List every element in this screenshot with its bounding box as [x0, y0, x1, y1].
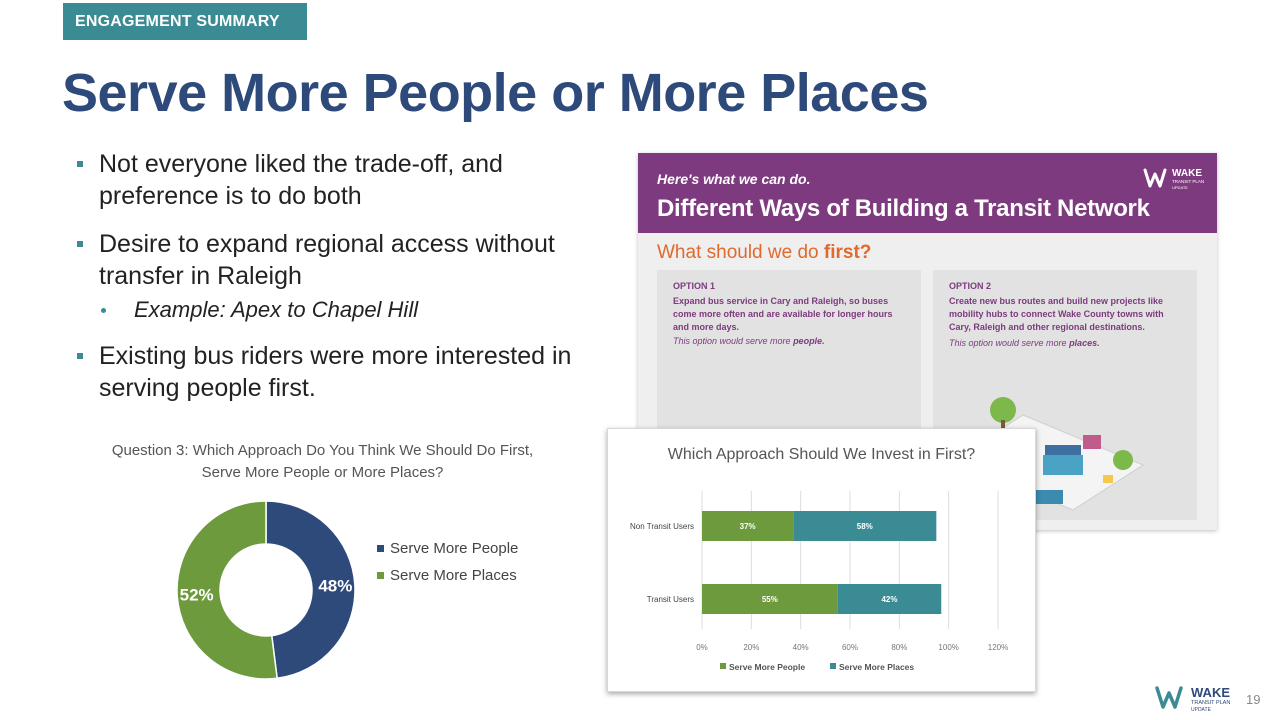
option-1-description: Expand bus service in Cary and Raleigh, …: [673, 296, 893, 332]
flyer-kicker: Here's what we can do.: [657, 171, 811, 187]
footer-logo-sub: TRANSIT PLAN: [1191, 700, 1230, 706]
flyer-header: Here's what we can do. Different Ways of…: [638, 153, 1217, 233]
page-number: 19: [1246, 692, 1261, 707]
donut-slice-places: [176, 500, 278, 680]
bar-label-0-0: 37%: [740, 522, 756, 531]
x-tick-label-20: 20%: [743, 643, 759, 652]
option-1-note-emphasis: people.: [793, 336, 825, 346]
bar-1-0: [702, 584, 838, 614]
bullet-trade-off: Not everyone liked the trade-off, and pr…: [76, 148, 616, 212]
category-label-1: Transit Users: [647, 595, 694, 604]
legend-swatch-people: [377, 545, 384, 552]
flyer-logo-text: WAKE: [1172, 168, 1202, 179]
bar-chart: 0% 20% 40% 60% 80% 100% 120% Non Transit Users 3…: [630, 491, 1008, 672]
bar-0-1: [793, 511, 937, 541]
donut-chart-title: Question 3: Which Approach Do You Think …: [111, 442, 534, 481]
option-2-label: OPTION 2: [949, 281, 992, 291]
bar-label-1-1: 42%: [881, 595, 897, 604]
bar-legend-swatch-1: [830, 663, 836, 669]
bar-legend-label-1: Serve More Places: [839, 662, 914, 672]
x-tick-label-120: 120%: [988, 643, 1008, 652]
flyer-question: What should we do first?: [657, 242, 871, 264]
donut-legend: Serve More People Serve More Places: [377, 535, 518, 589]
legend-label-people: Serve More People: [390, 540, 519, 557]
flyer-question-emphasis: first?: [823, 242, 872, 263]
option-2-note-emphasis: places.: [1069, 338, 1100, 348]
option-1-note: This option would serve more people.: [673, 336, 825, 346]
bullet-regional-access: Desire to expand regional access without…: [76, 228, 616, 292]
legend-swatch-places: [377, 572, 384, 579]
footer-logo-tag: UPDATE: [1191, 707, 1212, 713]
section-tag: ENGAGEMENT SUMMARY: [63, 3, 307, 40]
bar-0-0: [702, 511, 794, 541]
donut-chart: 48% 52%: [176, 500, 356, 680]
slide-title: Serve More People or More Places: [62, 63, 929, 123]
option-1-note-text: This option would serve more: [673, 336, 794, 346]
option-1-label: OPTION 1: [673, 281, 716, 291]
legend-label-places: Serve More Places: [390, 567, 517, 584]
option-2-note-text: This option would serve more: [949, 338, 1070, 348]
legend-item-places: Serve More Places: [377, 562, 518, 589]
option-2-description: Create new bus routes and build new proj…: [949, 296, 1164, 332]
donut-label-people: 48%: [318, 577, 352, 596]
x-tick-label-60: 60%: [842, 643, 858, 652]
x-tick-label-0: 0%: [696, 643, 708, 652]
sub-bullet-example: Example: Apex to Chapel Hill: [101, 294, 616, 326]
x-tick-label-40: 40%: [793, 643, 809, 652]
bar-legend-label-0: Serve More People: [729, 662, 805, 672]
bar-chart-card: Which Approach Should We Invest in First…: [607, 428, 1036, 692]
bar-label-0-1: 58%: [857, 522, 873, 531]
bar-chart-title: Which Approach Should We Invest in First…: [667, 446, 976, 463]
x-tick-label-80: 80%: [891, 643, 907, 652]
x-tick-label-100: 100%: [938, 643, 958, 652]
footer-wake-logo-icon: WAKE TRANSIT PLAN UPDATE: [1155, 685, 1230, 713]
footer-logo-text: WAKE: [1191, 685, 1230, 700]
flyer-logo-sub: TRANSIT PLAN: [1172, 179, 1204, 184]
donut-slice-people: [265, 500, 356, 680]
wake-logo-icon: WAKE TRANSIT PLAN UPDATE: [1143, 168, 1204, 190]
bar-1-1: [837, 584, 942, 614]
flyer-question-text: What should we do: [657, 242, 824, 263]
category-label-0: Non Transit Users: [630, 522, 694, 531]
bar-legend-swatch-0: [720, 663, 726, 669]
bar-label-1-0: 55%: [762, 595, 778, 604]
bullet-bus-riders: Existing bus riders were more interested…: [76, 340, 616, 404]
option-2-note: This option would serve more places.: [949, 338, 1100, 348]
bullet-list: Not everyone liked the trade-off, and pr…: [76, 148, 616, 420]
flyer-heading: Different Ways of Building a Transit Net…: [657, 195, 1150, 222]
donut-label-places: 52%: [180, 585, 214, 604]
legend-item-people: Serve More People: [377, 535, 518, 562]
flyer-logo-tag: UPDATE: [1172, 185, 1188, 190]
